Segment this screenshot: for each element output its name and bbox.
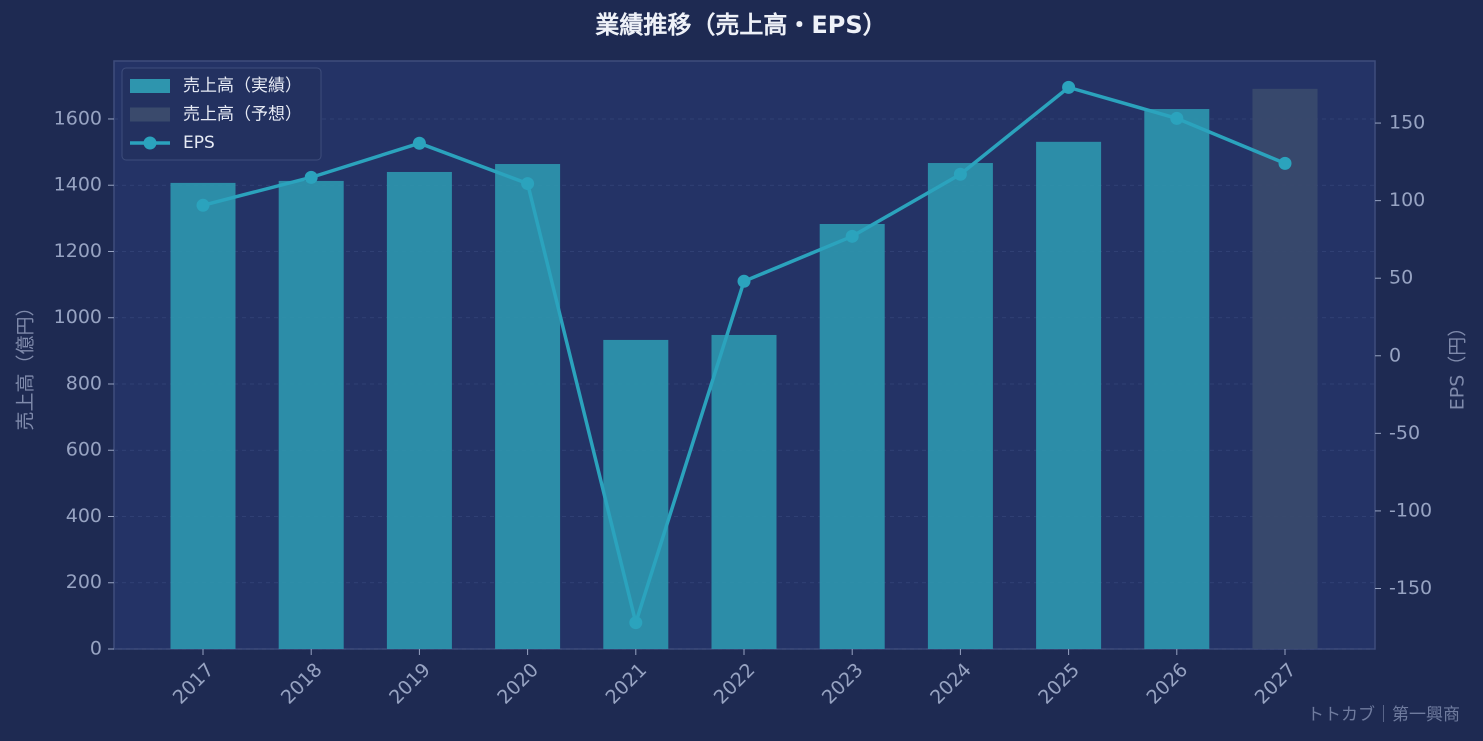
y-tick-label: 400	[66, 505, 102, 527]
bar	[278, 180, 344, 649]
y2-tick-label: 0	[1389, 344, 1401, 366]
line-marker	[1062, 80, 1076, 94]
line-marker	[737, 274, 751, 288]
y2-tick-label: -50	[1389, 422, 1420, 444]
bar	[386, 171, 452, 649]
legend-marker	[143, 136, 157, 150]
legend-swatch	[130, 107, 170, 122]
bar	[170, 182, 236, 649]
footer-credit: トトカブ｜第一興商	[1307, 704, 1460, 725]
line-marker	[1170, 111, 1184, 125]
line-marker	[412, 136, 426, 150]
legend-box	[121, 67, 322, 161]
y-tick-label: 1600	[54, 107, 102, 129]
y2-axis-label: EPS（円）	[1447, 318, 1469, 411]
y2-tick-label: 100	[1389, 189, 1425, 211]
y-axis-label: 売上高（億円）	[15, 297, 37, 430]
y-tick-label: 1400	[54, 174, 102, 196]
bar	[1036, 141, 1102, 650]
y2-tick-label: -150	[1389, 577, 1432, 599]
legend-label: 売上高（実績）	[183, 76, 302, 96]
line-marker	[845, 229, 859, 243]
legend-swatch	[130, 79, 170, 93]
bar	[927, 163, 993, 649]
y2-tick-label: -100	[1389, 499, 1432, 521]
line-marker	[1278, 156, 1292, 170]
line-marker	[953, 167, 967, 181]
bar	[711, 334, 777, 649]
line-marker	[196, 198, 210, 212]
y2-tick-label: 50	[1389, 267, 1413, 289]
line-marker	[304, 170, 318, 184]
y2-tick-label: 150	[1389, 112, 1425, 134]
plot: 02004006008001000120014001600-150-100-50…	[54, 80, 1432, 709]
y-tick-label: 0	[90, 638, 102, 660]
legend-label: 売上高（予想）	[183, 105, 302, 125]
y-tick-label: 1000	[54, 306, 102, 328]
bar	[495, 164, 561, 649]
y-tick-label: 600	[66, 439, 102, 461]
y-tick-label: 800	[66, 372, 102, 394]
bar	[1252, 88, 1318, 649]
chart-title: 業績推移（売上高・EPS）	[595, 11, 886, 39]
y-tick-label: 1200	[54, 240, 102, 262]
bar	[603, 339, 669, 649]
line-marker	[629, 616, 643, 630]
legend-label: EPS	[183, 133, 215, 153]
legend: 売上高（実績） 売上高（予想） EPS	[121, 67, 322, 161]
line-marker	[521, 177, 535, 191]
y-tick-label: 200	[66, 571, 102, 593]
bar	[1144, 109, 1210, 649]
bar	[819, 223, 885, 650]
